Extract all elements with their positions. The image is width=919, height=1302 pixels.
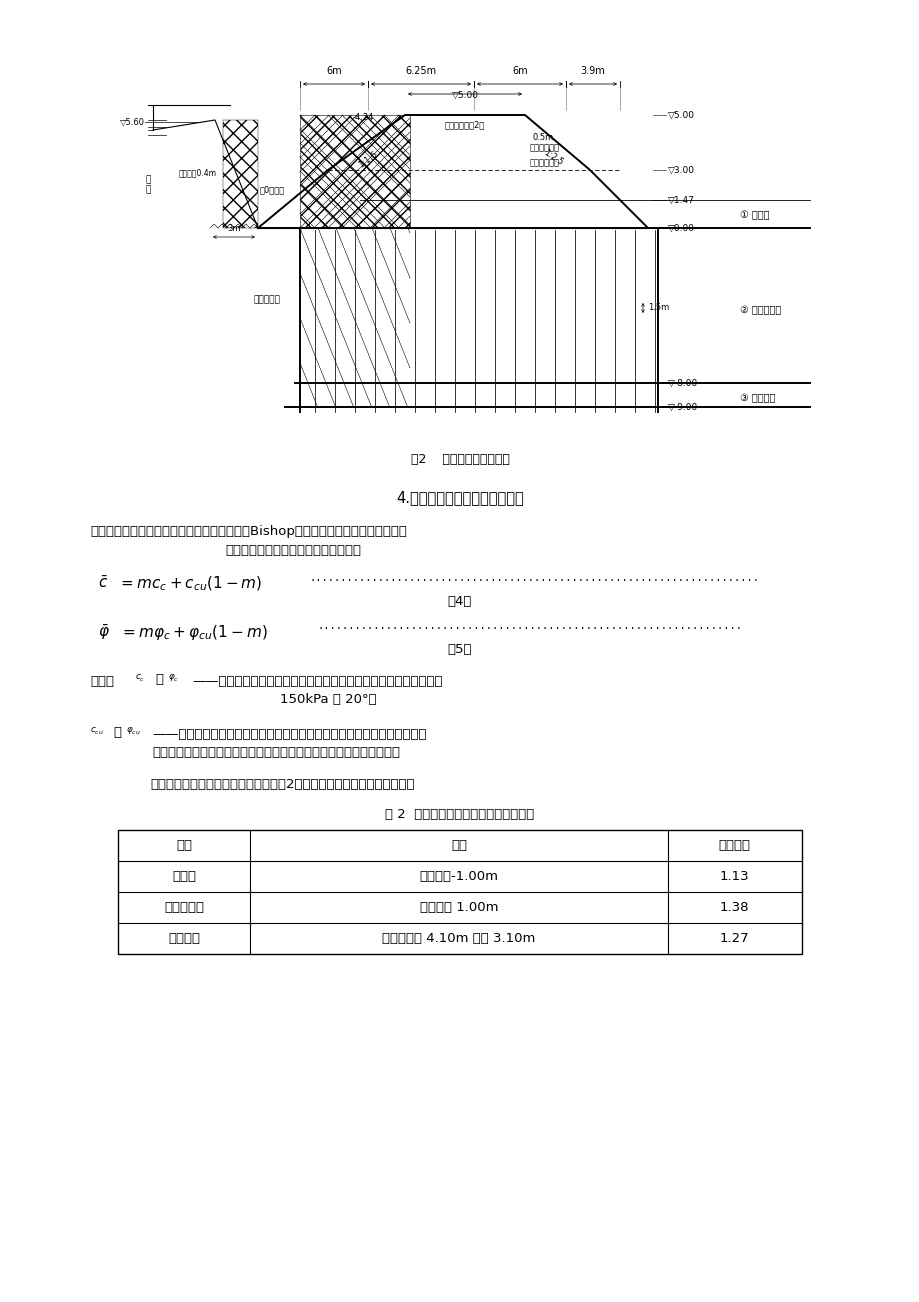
Text: 水位骤降: 水位骤降 [168,932,199,945]
Text: ▽5.00: ▽5.00 [667,111,694,120]
Text: 3.9m: 3.9m [580,66,605,76]
Text: ▽0.00: ▽0.00 [667,224,694,233]
Text: $^{c_c}$: $^{c_c}$ [135,673,145,686]
Text: ③ 粉质粘土: ③ 粉质粘土 [739,393,775,404]
Text: ▽5.60: ▽5.60 [119,117,145,126]
Text: ▽3.00: ▽3.00 [667,165,694,174]
Text: ② 淤泥质粘土: ② 淤泥质粘土 [739,305,780,315]
Text: 加固后曲面线: 加固后曲面线 [529,143,560,152]
Text: 完建期: 完建期 [172,870,196,883]
Text: 条件: 条件 [450,838,467,852]
Text: ........................................................................: ........................................… [310,573,759,583]
Text: $\bar{c}$: $\bar{c}$ [98,575,108,591]
Text: ▽5.00: ▽5.00 [451,91,478,100]
Text: 堤基加固后堤坡深层抗滑稳定计算仍采用简化Bishop法。堤基加固后土层的抗剪强度: 堤基加固后堤坡深层抗滑稳定计算仍采用简化Bishop法。堤基加固后土层的抗剪强度 [90,525,406,538]
Text: 安全系数: 安全系数 [717,838,749,852]
Bar [118,829,801,954]
Text: 1.13: 1.13 [719,870,748,883]
Text: 河道水位由 4.10m 降到 3.10m: 河道水位由 4.10m 降到 3.10m [382,932,535,945]
Text: 正常运用期: 正常运用期 [164,901,204,914]
Text: 式中，: 式中， [90,674,114,687]
Text: （5）: （5） [448,643,471,656]
Text: 6.25m: 6.25m [405,66,437,76]
Text: ▽-9.00: ▽-9.00 [667,402,698,411]
Text: 3m: 3m [227,224,241,233]
Text: ——分别为桩间土的凝聚力及内摩擦角，取室内饱和快剪试验值的小值平均: ——分别为桩间土的凝聚力及内摩擦角，取室内饱和快剪试验值的小值平均 [152,728,426,741]
Text: 1:1.6: 1:1.6 [357,150,379,171]
Text: 加0装砌石: 加0装砌石 [259,185,285,194]
Text: 表 2  堤基加固后堤坡抗滑稳定安全系数: 表 2 堤基加固后堤坡抗滑稳定安全系数 [385,809,534,822]
Text: 千砌石厚0.4m: 千砌石厚0.4m [179,168,217,177]
Text: 0.5m: 0.5m [532,134,553,142]
Text: 河道水位 1.00m: 河道水位 1.00m [419,901,498,914]
Text: 150kPa 及 20°；: 150kPa 及 20°； [279,693,376,706]
Text: $^{c_{cu}}$: $^{c_{cu}}$ [90,727,104,740]
Text: 值。由于淤泥质粘土固结缓慢，不考虑加固后桩间土抗剪强度的提高。: 值。由于淤泥质粘土固结缓慢，不考虑加固后桩间土抗剪强度的提高。 [152,746,400,759]
Text: ▽-8.00: ▽-8.00 [667,379,698,388]
Text: ——分别为水泥土的凝聚力及内摩擦角，取室内试验值的小值平均值: ——分别为水泥土的凝聚力及内摩擦角，取室内试验值的小值平均值 [192,674,442,687]
Text: 1:2.5: 1:2.5 [541,148,563,168]
Text: 、: 、 [113,727,121,740]
Text: 堤基加固后堤坡抗滑稳定安全系数如表2。堤坡抗滑稳定性满足规范要求。: 堤基加固后堤坡抗滑稳定安全系数如表2。堤坡抗滑稳定性满足规范要求。 [150,779,414,792]
Text: 河道水位-1.00m: 河道水位-1.00m [419,870,498,883]
Text: 工况: 工况 [176,838,192,852]
Text: 1.5m: 1.5m [647,303,668,312]
Text: 1.38: 1.38 [719,901,748,914]
Text: 织坡型土工布2层: 织坡型土工布2层 [445,121,484,129]
Text: $= mc_c + c_{cu}(1-m)$: $= mc_c + c_{cu}(1-m)$ [118,575,262,594]
Text: -4.24: -4.24 [352,113,373,122]
Text: 水泥粉喷桩: 水泥粉喷桩 [253,296,279,305]
Text: （4）: （4） [448,595,471,608]
Text: 4.堤基加固后堤坡抗滑稳定验算: 4.堤基加固后堤坡抗滑稳定验算 [396,490,523,505]
Text: $^{\varphi_c}$: $^{\varphi_c}$ [168,673,179,686]
Text: 图2    堤基加固后堤防断面: 图2 堤基加固后堤防断面 [410,453,509,466]
Text: 施工前曲面线: 施工前曲面线 [529,159,560,168]
Text: ....................................................................: ........................................… [318,621,743,631]
Text: 指标采用加权平均值，计算公式如下：: 指标采用加权平均值，计算公式如下： [225,544,360,557]
Text: $^{\varphi_{cu}}$: $^{\varphi_{cu}}$ [126,727,141,740]
Text: 、: 、 [154,673,163,686]
Text: ① 素填土: ① 素填土 [739,210,768,220]
Text: ▽1.47: ▽1.47 [667,195,694,204]
Text: $= m\varphi_c + \varphi_{cu}(1-m)$: $= m\varphi_c + \varphi_{cu}(1-m)$ [119,622,267,642]
Text: 河
河: 河 河 [145,176,151,195]
Text: 6m: 6m [512,66,528,76]
Text: 6m: 6m [326,66,342,76]
Text: $\bar{\varphi}$: $\bar{\varphi}$ [98,622,109,642]
Text: 1.27: 1.27 [719,932,748,945]
